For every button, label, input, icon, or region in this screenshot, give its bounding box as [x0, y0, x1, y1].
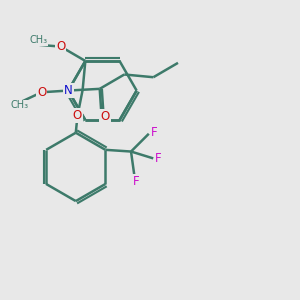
Text: N: N [64, 84, 73, 97]
Text: O: O [37, 86, 46, 99]
Text: O: O [56, 40, 65, 53]
Text: F: F [151, 126, 158, 139]
Text: O: O [100, 110, 109, 123]
Text: O: O [73, 109, 82, 122]
Text: CH₃: CH₃ [29, 35, 47, 45]
Text: CH₃: CH₃ [11, 100, 29, 110]
Text: F: F [133, 175, 139, 188]
Text: F: F [155, 152, 162, 165]
